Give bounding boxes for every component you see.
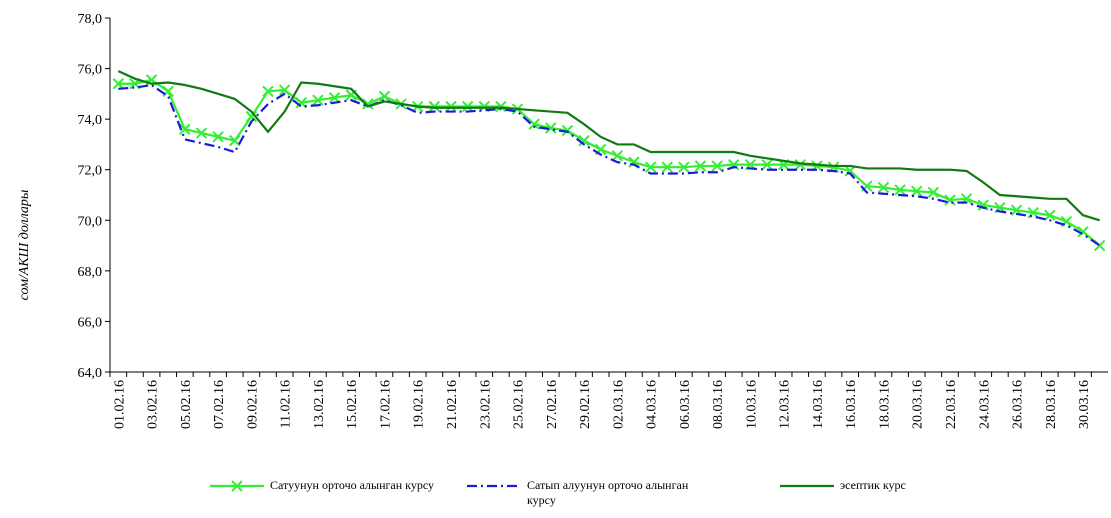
x-tick-label: 03.02.16	[146, 380, 161, 429]
x-tick-label: 30.03.16	[1077, 380, 1092, 429]
point-marker	[229, 134, 241, 147]
legend-swatch	[467, 484, 521, 488]
x-tick-label: 15.02.16	[345, 380, 360, 429]
legend-item: эсептик курс	[778, 478, 960, 494]
point-marker	[495, 100, 507, 113]
point-marker	[694, 160, 707, 172]
point-marker	[561, 124, 574, 137]
x-tick-label: 07.02.16	[212, 380, 227, 429]
chart: сом/АКШ доллары 64,0 66,0 68,0 70,0 72,0 74,0…	[17, 12, 1108, 429]
x-tick-label: 27.02.16	[545, 380, 560, 429]
x-tick-label: 09.02.16	[245, 380, 260, 429]
point-marker	[927, 186, 940, 199]
point-marker	[461, 100, 474, 113]
point-marker	[711, 160, 723, 172]
point-marker	[295, 96, 307, 109]
x-tick-label: 08.03.16	[711, 380, 726, 429]
y-axis-label: сом/АКШ доллары	[17, 190, 32, 301]
y-tick-label: 70,0	[78, 214, 103, 229]
point-marker	[611, 150, 624, 162]
x-tick-label: 04.03.16	[645, 380, 660, 429]
series-line	[118, 83, 1101, 247]
point-marker	[195, 127, 208, 139]
legend: Сатуунун орточо алынган курсу Сатып алуун…	[0, 478, 1111, 518]
point-marker	[328, 91, 341, 104]
point-marker	[312, 94, 324, 106]
point-marker	[844, 165, 856, 177]
x-tick-label: 28.03.16	[1044, 380, 1059, 429]
point-marker	[894, 184, 906, 196]
point-marker	[661, 161, 673, 173]
series-line	[118, 78, 1101, 247]
point-marker	[378, 90, 391, 103]
point-marker	[1027, 206, 1039, 219]
legend-label: Сатып алуунун орточо алынган курсу	[527, 478, 689, 507]
x-tick-label: 05.02.16	[179, 380, 194, 429]
series-line	[117, 70, 1101, 222]
x-tick-label: 14.03.16	[811, 380, 826, 429]
x-tick-label: 11.02.16	[279, 380, 294, 428]
x-tick-label: 17.02.16	[378, 380, 393, 429]
x-tick-label: 10.03.16	[744, 380, 759, 429]
x-tick-label: 21.02.16	[445, 380, 460, 429]
point-marker	[911, 185, 923, 197]
x-tick-label: 29.02.16	[578, 380, 593, 429]
y-tick-label: 68,0	[78, 265, 103, 280]
y-tick-label: 72,0	[78, 164, 103, 179]
point-marker	[528, 118, 540, 130]
x-tick-label: 02.03.16	[611, 380, 626, 429]
legend-label: эсептик курс	[840, 478, 906, 492]
point-marker	[794, 158, 806, 171]
point-marker	[644, 161, 657, 173]
x-tick-label: 22.03.16	[944, 380, 959, 429]
legend-swatch	[780, 484, 834, 488]
x-tick-label: 06.03.16	[678, 380, 693, 429]
point-marker	[278, 84, 291, 96]
x-tick-label: 19.02.16	[412, 380, 427, 429]
x-tick-label: 16.03.16	[844, 380, 859, 429]
x-tick-label: 24.03.16	[977, 380, 992, 429]
point-marker	[212, 131, 224, 143]
y-tick-label: 78,0	[78, 12, 103, 27]
y-tick-label: 74,0	[78, 113, 103, 128]
point-marker	[545, 122, 557, 134]
x-tick-label: 26.03.16	[1011, 380, 1026, 429]
point-marker	[877, 181, 890, 194]
point-marker	[578, 134, 590, 147]
x-tick-label: 01.02.16	[112, 380, 127, 429]
point-marker	[1077, 225, 1089, 238]
legend-item: Сатып алуунун орточо алынган курсу	[465, 478, 697, 508]
point-marker	[262, 85, 274, 98]
x-tick-label: 18.03.16	[877, 380, 892, 429]
point-marker	[761, 158, 773, 171]
legend-item: Сатуунун орточо алынган курсу	[208, 478, 440, 494]
point-marker	[678, 161, 690, 173]
y-tick-label: 66,0	[78, 315, 103, 330]
legend-label: Сатуунун орточо алынган курсу	[270, 478, 435, 492]
point-marker	[1044, 209, 1056, 221]
y-tick-label: 64,0	[78, 366, 103, 381]
legend-swatch	[210, 480, 264, 492]
point-marker	[362, 98, 374, 110]
point-marker	[179, 123, 191, 135]
x-tick-label: 25.02.16	[512, 380, 527, 429]
x-tick-label: 23.02.16	[478, 380, 493, 429]
y-tick-label: 76,0	[78, 63, 103, 78]
point-marker	[977, 199, 989, 211]
x-tick-label: 13.02.16	[312, 380, 327, 429]
point-marker	[112, 78, 125, 90]
point-marker	[445, 100, 457, 113]
x-tick-label: 12.03.16	[778, 380, 793, 429]
x-tick-label: 20.03.16	[911, 380, 926, 429]
legend-marker	[231, 480, 243, 492]
point-marker	[245, 110, 258, 123]
point-marker	[428, 100, 441, 113]
